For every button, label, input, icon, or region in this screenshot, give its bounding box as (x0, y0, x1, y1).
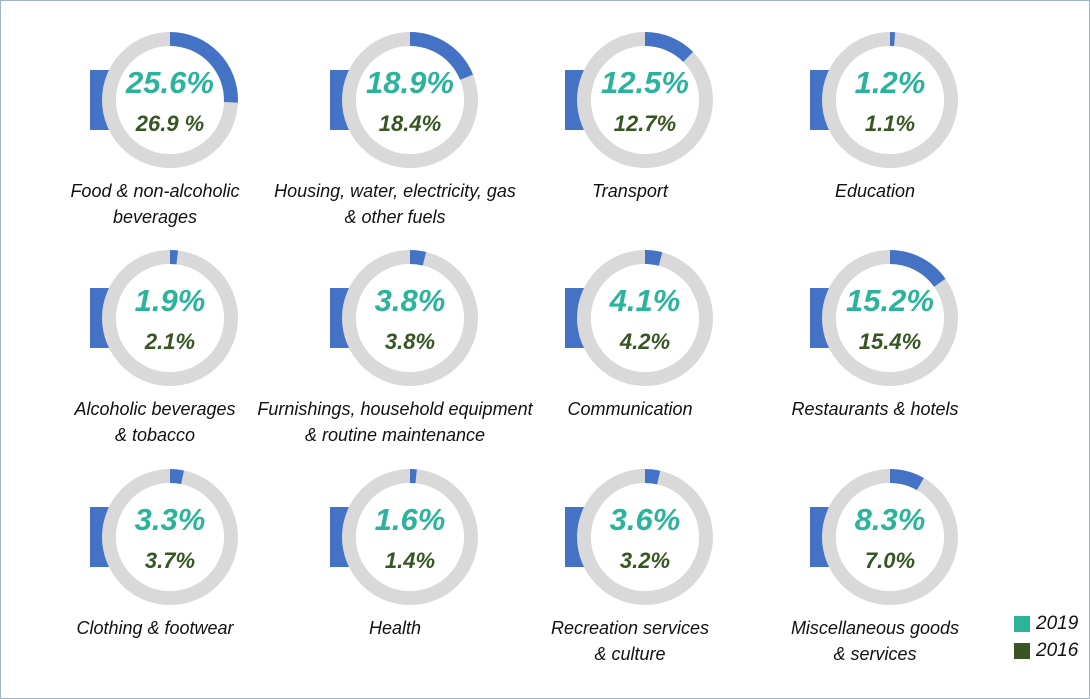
share-arc (170, 469, 184, 485)
category-line: Miscellaneous goods (791, 618, 959, 638)
share-arc (645, 469, 661, 485)
value-2019: 25.6% (125, 65, 214, 100)
category-label: Education (835, 181, 915, 201)
value-2019: 1.2% (855, 65, 926, 100)
share-arc (170, 32, 239, 103)
value-2016: 3.8% (385, 329, 435, 354)
value-2016: 1.4% (385, 548, 435, 573)
value-2016: 1.1% (865, 111, 915, 136)
category-line: Restaurants & hotels (791, 399, 958, 419)
ring-inner (356, 483, 464, 591)
ring-inner (836, 483, 944, 591)
category-line: & other fuels (344, 207, 445, 227)
ring-inner (836, 46, 944, 154)
legend-swatch (1014, 643, 1030, 659)
value-2019: 3.8% (375, 283, 446, 318)
ring-inner (591, 46, 699, 154)
value-2019: 4.1% (609, 283, 681, 318)
share-arc (890, 250, 946, 287)
value-2016: 12.7% (614, 111, 676, 136)
value-2019: 12.5% (601, 65, 689, 100)
value-2019: 1.6% (375, 502, 446, 537)
value-2016: 4.2% (619, 329, 670, 354)
share-arc (890, 469, 924, 491)
category-line: & services (833, 644, 916, 664)
category-line: & routine maintenance (305, 425, 485, 445)
category-line: Housing, water, electricity, gas (274, 181, 516, 201)
category-line: beverages (113, 207, 197, 227)
category-label: Furnishings, household equipment & routin… (257, 399, 533, 445)
share-arc (890, 32, 896, 47)
ring-inner (116, 46, 224, 154)
category-label: Communication (567, 399, 692, 419)
value-2019: 18.9% (366, 65, 454, 100)
share-arc (645, 32, 694, 62)
category-label: Transport (592, 181, 669, 201)
value-2019: 15.2% (846, 283, 934, 318)
ring-inner (116, 264, 224, 372)
category-line: Food & non-alcoholic (70, 181, 239, 201)
share-arc (170, 250, 179, 265)
category-line: Transport (592, 181, 669, 201)
legend-label: 2016 (1035, 640, 1079, 661)
share-arc (410, 250, 427, 266)
category-line: Furnishings, household equipment (257, 399, 533, 419)
value-2016: 3.2% (620, 548, 670, 573)
category-label: Restaurants & hotels (791, 399, 958, 419)
share-arc (645, 250, 663, 266)
legend-swatch (1014, 616, 1030, 632)
category-label: Food & non-alcoholic beverages (70, 181, 239, 227)
share-arc (410, 469, 417, 484)
value-2019: 1.9% (135, 283, 206, 318)
ring-inner (591, 483, 699, 591)
category-line: Education (835, 181, 915, 201)
value-2016: 18.4% (379, 111, 441, 136)
category-line: & culture (594, 644, 665, 664)
category-line: Communication (567, 399, 692, 419)
category-label: Miscellaneous goods & services (791, 618, 959, 664)
category-label: Health (369, 618, 421, 638)
value-2016: 2.1% (144, 329, 195, 354)
category-label: Clothing & footwear (76, 618, 234, 638)
category-line: Clothing & footwear (76, 618, 234, 638)
value-2019: 3.6% (610, 502, 681, 537)
ring-inner (591, 264, 699, 372)
value-2016: 7.0% (865, 548, 915, 573)
ring-inner (356, 46, 464, 154)
value-2016: 26.9 % (135, 111, 205, 136)
value-2016: 15.4% (859, 329, 921, 354)
category-line: & tobacco (115, 425, 195, 445)
category-line: Health (369, 618, 421, 638)
value-2019: 3.3% (135, 502, 206, 537)
category-label: Alcoholic beverages & tobacco (73, 399, 235, 445)
ring-inner (356, 264, 464, 372)
category-label: Housing, water, electricity, gas & other … (274, 181, 516, 227)
category-line: Alcoholic beverages (73, 399, 235, 419)
ring-inner (836, 264, 944, 372)
share-arc (410, 32, 474, 80)
category-label: Recreation services & culture (551, 618, 709, 664)
category-line: Recreation services (551, 618, 709, 638)
value-2019: 8.3% (855, 502, 926, 537)
legend-label: 2019 (1035, 613, 1079, 634)
value-2016: 3.7% (145, 548, 195, 573)
ring-inner (116, 483, 224, 591)
